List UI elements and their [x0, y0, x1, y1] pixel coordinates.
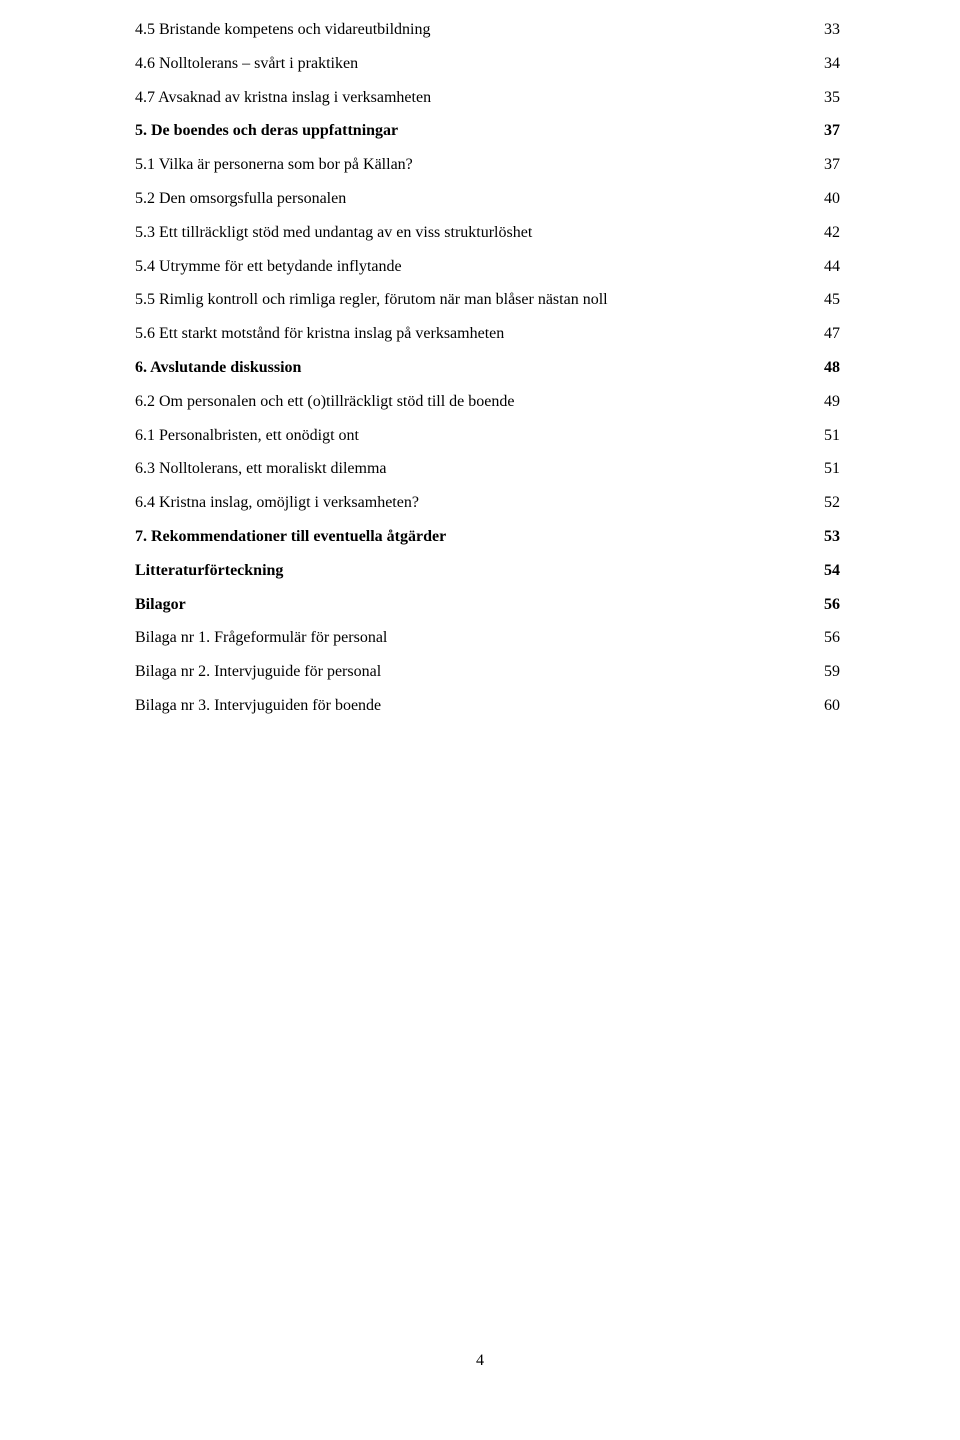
- toc-entry-text: Bilaga nr 3. Intervjuguiden för boende: [135, 696, 381, 717]
- toc-entry-text: 4.6 Nolltolerans – svårt i praktiken: [135, 54, 358, 75]
- toc-entry: 4.5 Bristande kompetens och vidareutbild…: [135, 20, 840, 41]
- toc-entry-page: 37: [824, 121, 840, 142]
- page-number: 4: [0, 1352, 960, 1370]
- toc-entry-page: 37: [824, 155, 840, 176]
- toc-entry: Bilaga nr 2. Intervjuguide för personal 5…: [135, 662, 840, 683]
- toc-entry-text: 5.4 Utrymme för ett betydande inflytande: [135, 257, 402, 278]
- toc-entry-page: 47: [824, 324, 840, 345]
- toc-entry-page: 35: [824, 88, 840, 109]
- toc-entry-page: 60: [824, 696, 840, 717]
- table-of-contents: 4.5 Bristande kompetens och vidareutbild…: [135, 20, 840, 717]
- toc-entry-text: Bilaga nr 1. Frågeformulär för personal: [135, 628, 387, 649]
- toc-entry-text: 4.7 Avsaknad av kristna inslag i verksam…: [135, 88, 431, 109]
- toc-entry-text: 6. Avslutande diskussion: [135, 358, 301, 379]
- toc-entry-page: 42: [824, 223, 840, 244]
- toc-entry: 5. De boendes och deras uppfattningar 37: [135, 121, 840, 142]
- toc-entry-page: 52: [824, 493, 840, 514]
- toc-entry: Litteraturförteckning 54: [135, 561, 840, 582]
- toc-entry-page: 51: [824, 426, 840, 447]
- toc-entry-page: 45: [824, 290, 840, 311]
- toc-entry-text: Bilaga nr 2. Intervjuguide för personal: [135, 662, 381, 683]
- toc-entry-page: 49: [824, 392, 840, 413]
- toc-entry-text: 5.2 Den omsorgsfulla personalen: [135, 189, 346, 210]
- toc-entry-text: 6.4 Kristna inslag, omöjligt i verksamhe…: [135, 493, 419, 514]
- toc-entry-page: 34: [824, 54, 840, 75]
- toc-entry: 6.3 Nolltolerans, ett moraliskt dilemma 5…: [135, 459, 840, 480]
- toc-entry-text: 5.1 Vilka är personerna som bor på Källa…: [135, 155, 413, 176]
- toc-entry: Bilaga nr 3. Intervjuguiden för boende 60: [135, 696, 840, 717]
- toc-entry: 5.1 Vilka är personerna som bor på Källa…: [135, 155, 840, 176]
- toc-entry-page: 56: [824, 628, 840, 649]
- toc-entry: 6.4 Kristna inslag, omöjligt i verksamhe…: [135, 493, 840, 514]
- toc-entry-text: 7. Rekommendationer till eventuella åtgä…: [135, 527, 446, 548]
- toc-entry-text: 5.5 Rimlig kontroll och rimliga regler, …: [135, 290, 608, 311]
- toc-entry: 6.2 Om personalen och ett (o)tillräcklig…: [135, 392, 840, 413]
- toc-entry-text: 5. De boendes och deras uppfattningar: [135, 121, 398, 142]
- toc-entry: 4.7 Avsaknad av kristna inslag i verksam…: [135, 88, 840, 109]
- toc-entry-text: Litteraturförteckning: [135, 561, 283, 582]
- toc-entry-page: 48: [824, 358, 840, 379]
- toc-entry-page: 56: [824, 595, 840, 616]
- toc-entry-page: 53: [824, 527, 840, 548]
- toc-entry-page: 40: [824, 189, 840, 210]
- toc-entry: 4.6 Nolltolerans – svårt i praktiken 34: [135, 54, 840, 75]
- toc-entry: 5.6 Ett starkt motstånd för kristna insl…: [135, 324, 840, 345]
- toc-entry-text: 6.3 Nolltolerans, ett moraliskt dilemma: [135, 459, 387, 480]
- toc-entry-text: 5.3 Ett tillräckligt stöd med undantag a…: [135, 223, 532, 244]
- toc-entry-page: 51: [824, 459, 840, 480]
- toc-entry-text: 5.6 Ett starkt motstånd för kristna insl…: [135, 324, 504, 345]
- toc-entry: 5.4 Utrymme för ett betydande inflytande…: [135, 257, 840, 278]
- toc-entry-page: 44: [824, 257, 840, 278]
- toc-entry: 7. Rekommendationer till eventuella åtgä…: [135, 527, 840, 548]
- toc-entry-text: 6.1 Personalbristen, ett onödigt ont: [135, 426, 359, 447]
- toc-entry: 5.2 Den omsorgsfulla personalen 40: [135, 189, 840, 210]
- toc-entry-page: 54: [824, 561, 840, 582]
- toc-entry: 6. Avslutande diskussion 48: [135, 358, 840, 379]
- toc-entry: 5.3 Ett tillräckligt stöd med undantag a…: [135, 223, 840, 244]
- toc-entry: 5.5 Rimlig kontroll och rimliga regler, …: [135, 290, 840, 311]
- toc-entry-text: 6.2 Om personalen och ett (o)tillräcklig…: [135, 392, 514, 413]
- toc-entry-text: 4.5 Bristande kompetens och vidareutbild…: [135, 20, 431, 41]
- toc-entry-page: 59: [824, 662, 840, 683]
- toc-entry-page: 33: [824, 20, 840, 41]
- toc-entry: Bilagor 56: [135, 595, 840, 616]
- toc-entry: Bilaga nr 1. Frågeformulär för personal 5…: [135, 628, 840, 649]
- toc-entry: 6.1 Personalbristen, ett onödigt ont 51: [135, 426, 840, 447]
- toc-entry-text: Bilagor: [135, 595, 186, 616]
